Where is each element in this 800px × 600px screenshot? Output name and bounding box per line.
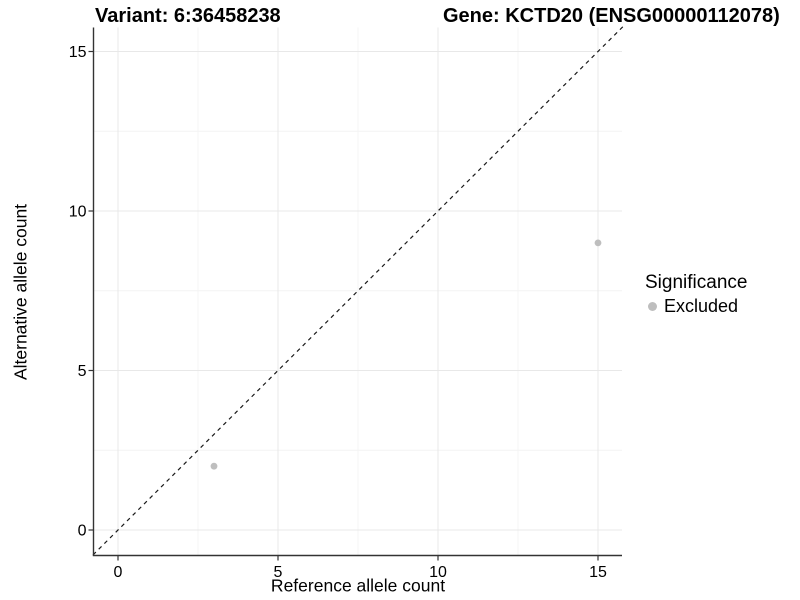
- legend-entry: Excluded: [645, 296, 747, 316]
- x-tick-label: 15: [589, 564, 607, 581]
- data-point: [594, 239, 602, 247]
- x-axis-title: Reference allele count: [270, 575, 446, 596]
- legend-entry-label: Excluded: [664, 296, 739, 316]
- plot-title-gene: Gene: KCTD20 (ENSG00000112078): [443, 5, 780, 27]
- legend: Significance Excluded: [645, 272, 747, 316]
- grid-minor: [93, 27, 622, 556]
- grid-major: [93, 27, 622, 556]
- axis-ticks: [88, 50, 599, 561]
- y-tick-label: 5: [78, 363, 87, 380]
- tick-labels: 0 5 10 15 0 5 10 15: [69, 44, 607, 581]
- legend-title: Significance: [645, 272, 748, 293]
- data-point: [210, 462, 218, 470]
- y-tick-label: 0: [78, 523, 87, 540]
- y-axis-title: Alternative allele count: [10, 203, 31, 381]
- y-tick-label: 10: [69, 204, 87, 221]
- x-tick-label: 5: [274, 564, 283, 581]
- plot-title-variant: Variant: 6:36458238: [95, 5, 281, 27]
- data-points-layer: [210, 239, 602, 470]
- y-tick-label: 15: [69, 44, 87, 61]
- legend-key-dot: [648, 301, 657, 311]
- x-tick-label: 10: [429, 564, 447, 581]
- x-tick-label: 0: [114, 564, 123, 581]
